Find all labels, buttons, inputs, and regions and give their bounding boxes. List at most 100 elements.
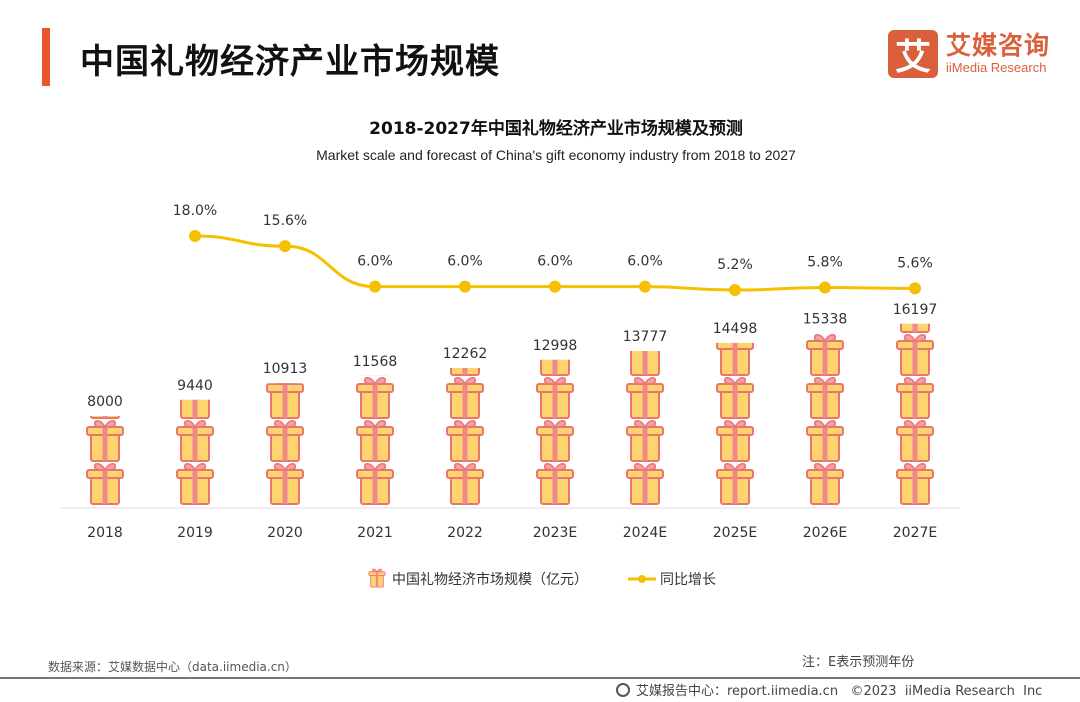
- bar-2019: [176, 335, 214, 505]
- bar-value-label: 16197: [893, 302, 938, 318]
- gift-icon: [626, 419, 664, 462]
- growth-label: 6.0%: [357, 254, 393, 270]
- gift-icon: [896, 419, 934, 462]
- bar-value-label: 13777: [623, 329, 668, 345]
- data-source: 数据来源：艾媒数据中心（data.iimedia.cn）: [48, 660, 297, 674]
- gift-icon: [176, 462, 214, 505]
- growth-point: [729, 284, 741, 297]
- logo-en: iiMedia Research: [946, 60, 1047, 75]
- growth-point: [279, 240, 291, 253]
- growth-point: [189, 230, 201, 243]
- x-tick-label: 2023E: [533, 525, 577, 541]
- growth-label: 6.0%: [447, 254, 483, 270]
- logo-cn: 艾媒咨询: [946, 31, 1051, 60]
- gift-icon: [446, 462, 484, 505]
- gift-icon: [896, 333, 934, 376]
- gift-icon: [806, 333, 844, 376]
- gift-icon: [716, 342, 754, 376]
- gift-icon: [896, 462, 934, 505]
- gift-icon: [446, 419, 484, 462]
- gift-icon: [716, 462, 754, 505]
- gift-icon: [177, 335, 213, 375]
- gift-icon: [896, 376, 934, 419]
- forecast-note: 注：E表示预测年份: [802, 655, 915, 670]
- page-title: 中国礼物经济产业市场规模: [80, 42, 500, 82]
- bar-value-label: 12262: [443, 346, 488, 362]
- x-tick-label: 2018: [87, 525, 123, 541]
- growth-label: 15.6%: [263, 213, 307, 229]
- gift-icon: [356, 419, 394, 462]
- gift-icon: [266, 383, 304, 419]
- growth-line: [194, 234, 916, 292]
- gift-icon: [447, 292, 483, 332]
- growth-point: [639, 280, 651, 293]
- legend: 中国礼物经济市场规模（亿元） 同比增长: [368, 568, 716, 588]
- growth-point: [909, 282, 921, 295]
- x-tick-label: 2024E: [623, 525, 667, 541]
- gift-icon: [86, 419, 124, 462]
- gift-icon: [357, 292, 393, 332]
- globe-icon: [616, 682, 630, 697]
- footer-report: 艾媒报告中心：report.iimedia.cn ©2023 iiMedia R…: [636, 684, 1043, 699]
- bar-value-label: 8000: [87, 394, 123, 410]
- gift-icon: [537, 292, 573, 332]
- logo: 艾 艾媒咨询 iiMedia Research: [888, 30, 1050, 78]
- chart: 8000 2018 9440 2019 10913 2020 11568 2021 12262 2…: [60, 203, 960, 588]
- growth-label: 18.0%: [173, 203, 217, 219]
- bar-2021: [356, 292, 394, 505]
- gift-icon: [806, 419, 844, 462]
- legend-dot-icon: [638, 575, 646, 583]
- growth-point: [819, 281, 831, 294]
- legend-gift-icon: [368, 568, 386, 588]
- gift-icon: [86, 462, 124, 505]
- gift-icon: [626, 376, 664, 419]
- bar-value-label: 10913: [263, 361, 308, 377]
- gift-icon: [536, 376, 574, 419]
- growth-point: [369, 280, 381, 293]
- growth-label: 5.2%: [717, 257, 753, 273]
- x-tick-label: 2019: [177, 525, 213, 541]
- gift-icon: [806, 462, 844, 505]
- x-tick-label: 2027E: [893, 525, 937, 541]
- growth-label: 6.0%: [537, 254, 573, 270]
- gift-icon: [716, 376, 754, 419]
- bar-2024E: [626, 292, 664, 505]
- bar-value-label: 9440: [177, 378, 213, 394]
- gift-icon: [446, 376, 484, 419]
- bar-2023E: [536, 292, 574, 505]
- growth-label: 5.8%: [807, 255, 843, 271]
- growth-point: [459, 280, 471, 293]
- x-tick-label: 2026E: [803, 525, 847, 541]
- gift-icon: [356, 462, 394, 505]
- bar-2022: [446, 292, 484, 505]
- gift-icon: [266, 419, 304, 462]
- gift-icon: [536, 462, 574, 505]
- footer-divider: [0, 677, 1080, 679]
- bar-value-label: 11568: [353, 354, 398, 370]
- title-accent-bar: [42, 28, 50, 86]
- bar-2018: [86, 335, 124, 505]
- bar-value-label: 12998: [533, 338, 578, 354]
- bar-2020: [266, 383, 304, 505]
- logo-mark: 艾: [888, 30, 938, 78]
- x-tick-label: 2025E: [713, 525, 757, 541]
- footer: 艾媒报告中心：report.iimedia.cn ©2023 iiMedia R…: [616, 680, 1042, 699]
- gift-icon: [627, 292, 663, 332]
- chart-subtitle: Market scale and forecast of China's gif…: [316, 147, 796, 163]
- gift-icon: [87, 335, 123, 375]
- legend-label-market: 中国礼物经济市场规模（亿元）: [392, 571, 588, 588]
- gift-icon: [716, 419, 754, 462]
- x-tick-label: 2022: [447, 525, 483, 541]
- gift-icon: [536, 419, 574, 462]
- gift-icon: [176, 419, 214, 462]
- x-tick-label: 2021: [357, 525, 393, 541]
- gift-icon: [806, 376, 844, 419]
- chart-title: 2018-2027年中国礼物经济产业市场规模及预测: [369, 119, 743, 139]
- bar-value-label: 14498: [713, 321, 758, 337]
- x-tick-label: 2020: [267, 525, 303, 541]
- gift-icon: [356, 376, 394, 419]
- bar-value-label: 15338: [803, 311, 848, 327]
- growth-point: [549, 280, 561, 293]
- gift-icon: [626, 462, 664, 505]
- growth-label: 6.0%: [627, 254, 663, 270]
